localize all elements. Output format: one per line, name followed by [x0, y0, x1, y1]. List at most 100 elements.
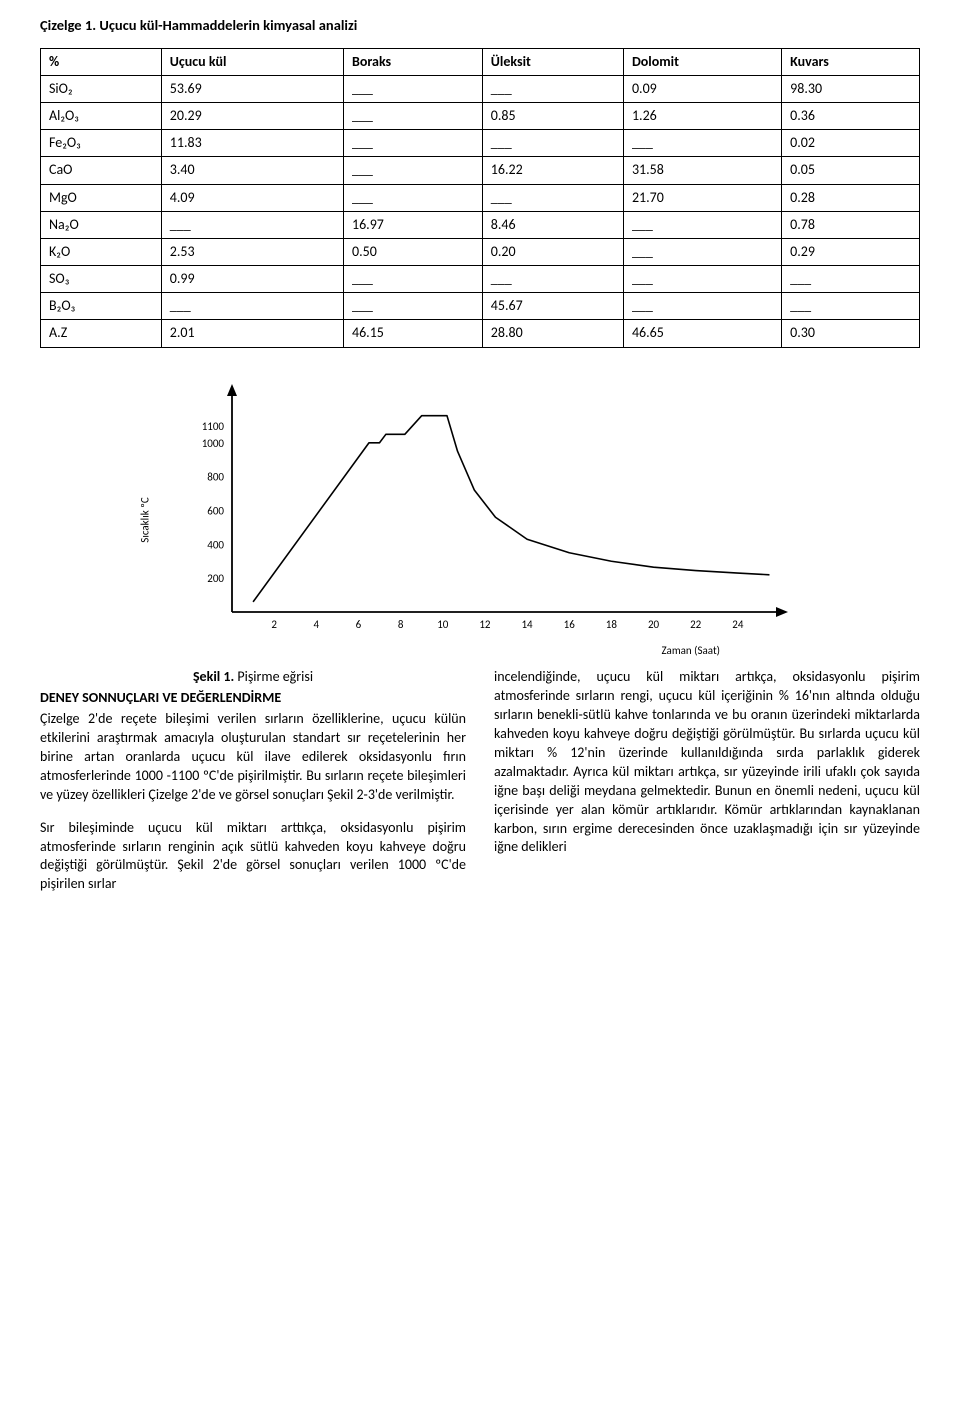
table-cell: ___	[343, 157, 482, 184]
svg-text:24: 24	[732, 618, 744, 631]
table-row: Na₂O___16.978.46___0.78	[41, 211, 920, 238]
svg-text:800: 800	[207, 470, 224, 483]
table-cell: ___	[343, 184, 482, 211]
body-paragraph: incelendiğinde, uçucu kül miktarı artıkç…	[494, 668, 920, 857]
table-cell: K₂O	[41, 238, 162, 265]
table-cell: ___	[482, 266, 623, 293]
table-cell: 28.80	[482, 320, 623, 347]
table-row: SiO₂53.69______0.0998.30	[41, 75, 920, 102]
table-cell: 16.22	[482, 157, 623, 184]
table-row: SO₃0.99____________	[41, 266, 920, 293]
table-cell: ___	[343, 102, 482, 129]
table-cell: ___	[343, 130, 482, 157]
section-title: DENEY SONNUÇLARI VE DEĞERLENDİRME	[40, 689, 466, 708]
table-cell: ___	[482, 75, 623, 102]
table-cell: 11.83	[161, 130, 343, 157]
table-cell: A.Z	[41, 320, 162, 347]
figure-caption-rest: Pişirme eğrisi	[234, 668, 313, 685]
table-row: K₂O2.530.500.20___0.29	[41, 238, 920, 265]
table-cell: 16.97	[343, 211, 482, 238]
table-cell: ___	[343, 293, 482, 320]
svg-text:200: 200	[207, 572, 224, 585]
table-cell: 53.69	[161, 75, 343, 102]
table-cell: 46.65	[623, 320, 781, 347]
table-cell: 8.46	[482, 211, 623, 238]
table-caption: Çizelge 1. Uçucu kül-Hammaddelerin kimya…	[40, 16, 920, 36]
table-cell: ___	[623, 238, 781, 265]
svg-text:22: 22	[690, 618, 702, 631]
table-cell: MgO	[41, 184, 162, 211]
table-cell: 4.09	[161, 184, 343, 211]
table-cell: 0.85	[482, 102, 623, 129]
table-cell: 31.58	[623, 157, 781, 184]
svg-text:10: 10	[437, 618, 449, 631]
svg-text:12: 12	[479, 618, 491, 631]
table-cell: 0.20	[482, 238, 623, 265]
table-row: B₂O₃______45.67______	[41, 293, 920, 320]
table-cell: 46.15	[343, 320, 482, 347]
table-cell: 2.01	[161, 320, 343, 347]
table-cell: 0.36	[782, 102, 920, 129]
th: Kuvars	[782, 48, 920, 75]
table-cell: 98.30	[782, 75, 920, 102]
table-cell: 2.53	[161, 238, 343, 265]
th: Boraks	[343, 48, 482, 75]
table-cell: ___	[161, 211, 343, 238]
chart-xlabel: Zaman (Saat)	[160, 644, 800, 659]
table-cell: 0.78	[782, 211, 920, 238]
svg-text:6: 6	[356, 618, 362, 631]
table-row: CaO3.40___16.2231.580.05	[41, 157, 920, 184]
svg-text:18: 18	[606, 618, 618, 631]
table-cell: 0.02	[782, 130, 920, 157]
table-cell: SiO₂	[41, 75, 162, 102]
table-cell: ___	[482, 184, 623, 211]
table-row: A.Z2.0146.1528.8046.650.30	[41, 320, 920, 347]
table-cell: SO₃	[41, 266, 162, 293]
table-cell: B₂O₃	[41, 293, 162, 320]
table-cell: ___	[161, 293, 343, 320]
figure-caption-bold: Şekil 1.	[193, 668, 234, 685]
th: Üleksit	[482, 48, 623, 75]
svg-text:16: 16	[564, 618, 576, 631]
table-cell: 3.40	[161, 157, 343, 184]
svg-text:14: 14	[521, 618, 533, 631]
table-cell: 45.67	[482, 293, 623, 320]
table-cell: 0.09	[623, 75, 781, 102]
firing-curve-chart: Sıcaklık ºC 1100100080060040020024681012…	[160, 382, 800, 659]
svg-text:20: 20	[648, 618, 660, 631]
table-cell: ___	[623, 130, 781, 157]
body-paragraph: Çizelge 2'de reçete bileşimi verilen sır…	[40, 710, 466, 804]
table-row: MgO4.09______21.700.28	[41, 184, 920, 211]
table-cell: 0.05	[782, 157, 920, 184]
table-cell: ___	[782, 293, 920, 320]
table-row: Fe₂O₃11.83_________0.02	[41, 130, 920, 157]
table-cell: 0.30	[782, 320, 920, 347]
chart-ylabel: Sıcaklık ºC	[139, 497, 154, 542]
chart-svg: 1100100080060040020024681012141618202224	[160, 382, 800, 642]
table-cell: Na₂O	[41, 211, 162, 238]
table-cell: ___	[343, 75, 482, 102]
svg-text:4: 4	[314, 618, 320, 631]
figure-caption: Şekil 1. Pişirme eğrisi	[193, 668, 313, 685]
th: Dolomit	[623, 48, 781, 75]
svg-text:2: 2	[271, 618, 277, 631]
table-cell: 20.29	[161, 102, 343, 129]
table-cell: ___	[623, 211, 781, 238]
analysis-table: % Uçucu kül Boraks Üleksit Dolomit Kuvar…	[40, 48, 920, 348]
svg-text:400: 400	[207, 538, 224, 551]
table-cell: Al₂O₃	[41, 102, 162, 129]
svg-text:1000: 1000	[202, 436, 225, 449]
table-cell: 0.99	[161, 266, 343, 293]
table-cell: ___	[343, 266, 482, 293]
table-cell: ___	[623, 266, 781, 293]
th: %	[41, 48, 162, 75]
svg-text:600: 600	[207, 504, 224, 517]
table-cell: 21.70	[623, 184, 781, 211]
table-cell: 0.50	[343, 238, 482, 265]
table-cell: ___	[623, 293, 781, 320]
table-cell: ___	[482, 130, 623, 157]
table-cell: Fe₂O₃	[41, 130, 162, 157]
th: Uçucu kül	[161, 48, 343, 75]
table-cell: 0.29	[782, 238, 920, 265]
svg-text:8: 8	[398, 618, 404, 631]
